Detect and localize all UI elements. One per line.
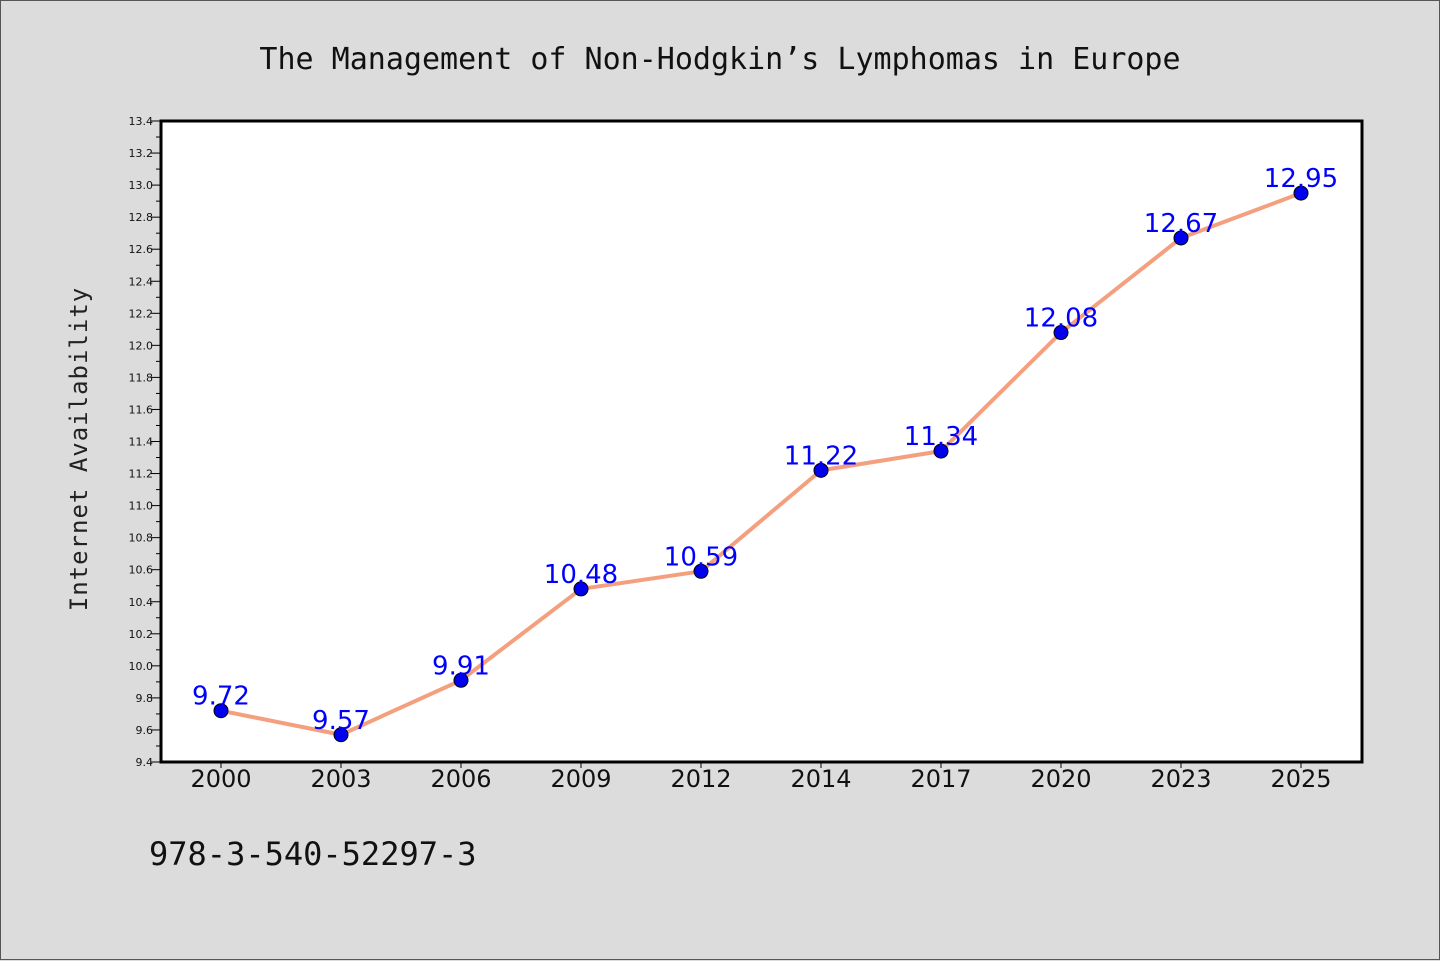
y-tick-label: 11.2 [129, 468, 154, 481]
data-label: 11.34 [904, 422, 978, 452]
y-tick-label: 9.6 [136, 724, 154, 737]
y-tick-label: 12.8 [129, 211, 154, 224]
data-point [333, 727, 349, 743]
data-label: 12.67 [1144, 209, 1218, 239]
data-label: 10.59 [664, 542, 738, 572]
x-tick-label: 2009 [550, 765, 611, 793]
y-tick-label: 9.4 [136, 756, 154, 769]
x-tick-label: 2023 [1150, 765, 1211, 793]
x-tick-label: 2014 [790, 765, 851, 793]
y-tick-label: 11.4 [129, 436, 154, 449]
data-labels: 9.72 9.57 9.91 10.48 10.59 11.22 11.34 12.08 12.… [192, 164, 1338, 736]
y-tick-label: 10.0 [129, 660, 154, 673]
x-tick-label: 2000 [190, 765, 251, 793]
y-tick-label: 12.6 [129, 243, 154, 256]
chart-title: The Management of Non-Hodgkin’s Lymphoma… [259, 42, 1180, 77]
x-tick-label: 2012 [670, 765, 731, 793]
x-tick-label: 2020 [1030, 765, 1091, 793]
y-tick-label: 12.4 [129, 275, 154, 288]
data-point [573, 581, 589, 597]
y-axis-label: Internet Availability [65, 287, 93, 611]
x-axis-ticks: 2000 2003 2006 2009 2012 2014 2017 2020 2023 2025 [190, 762, 1332, 793]
series-line-group [220, 191, 1302, 737]
data-label: 9.91 [432, 651, 490, 681]
x-tick-label: 2025 [1270, 765, 1331, 793]
y-tick-label: 10.8 [129, 532, 154, 545]
data-markers [213, 185, 1309, 743]
data-point [1053, 325, 1069, 341]
data-label: 11.22 [784, 441, 858, 471]
y-axis-ticks: 9.4 9.6 9.8 10.0 10.2 10.4 10.6 10.8 11.0 11.2 11.… [129, 115, 161, 769]
y-tick-label: 12.0 [129, 339, 154, 352]
data-label: 12.08 [1024, 304, 1098, 334]
y-tick-label: 13.4 [129, 115, 154, 128]
y-tick-label: 13.0 [129, 179, 154, 192]
data-label: 9.72 [192, 682, 250, 712]
data-point [453, 672, 469, 688]
footnote-isbn: 978-3-540-52297-3 [149, 835, 477, 873]
y-tick-label: 9.8 [136, 692, 154, 705]
y-tick-label: 11.6 [129, 403, 154, 416]
y-tick-label: 10.6 [129, 564, 154, 577]
y-tick-label: 11.8 [129, 371, 154, 384]
data-point [933, 443, 949, 459]
data-point [213, 703, 229, 719]
y-tick-label: 12.2 [129, 307, 154, 320]
y-tick-label: 10.4 [129, 596, 154, 609]
y-tick-label: 11.0 [129, 500, 154, 513]
data-point [1293, 185, 1309, 201]
x-tick-label: 2003 [310, 765, 371, 793]
y-tick-label: 13.2 [129, 147, 154, 160]
data-label: 10.48 [544, 560, 618, 590]
x-tick-label: 2006 [430, 765, 491, 793]
y-tick-label: 10.2 [129, 628, 154, 641]
data-point [693, 563, 709, 579]
plot-area [159, 119, 1364, 764]
x-tick-label: 2017 [910, 765, 971, 793]
series-line [220, 191, 1302, 737]
data-point [813, 462, 829, 478]
data-label: 9.57 [312, 706, 370, 736]
data-label: 12.95 [1264, 164, 1338, 194]
data-point [1173, 230, 1189, 246]
